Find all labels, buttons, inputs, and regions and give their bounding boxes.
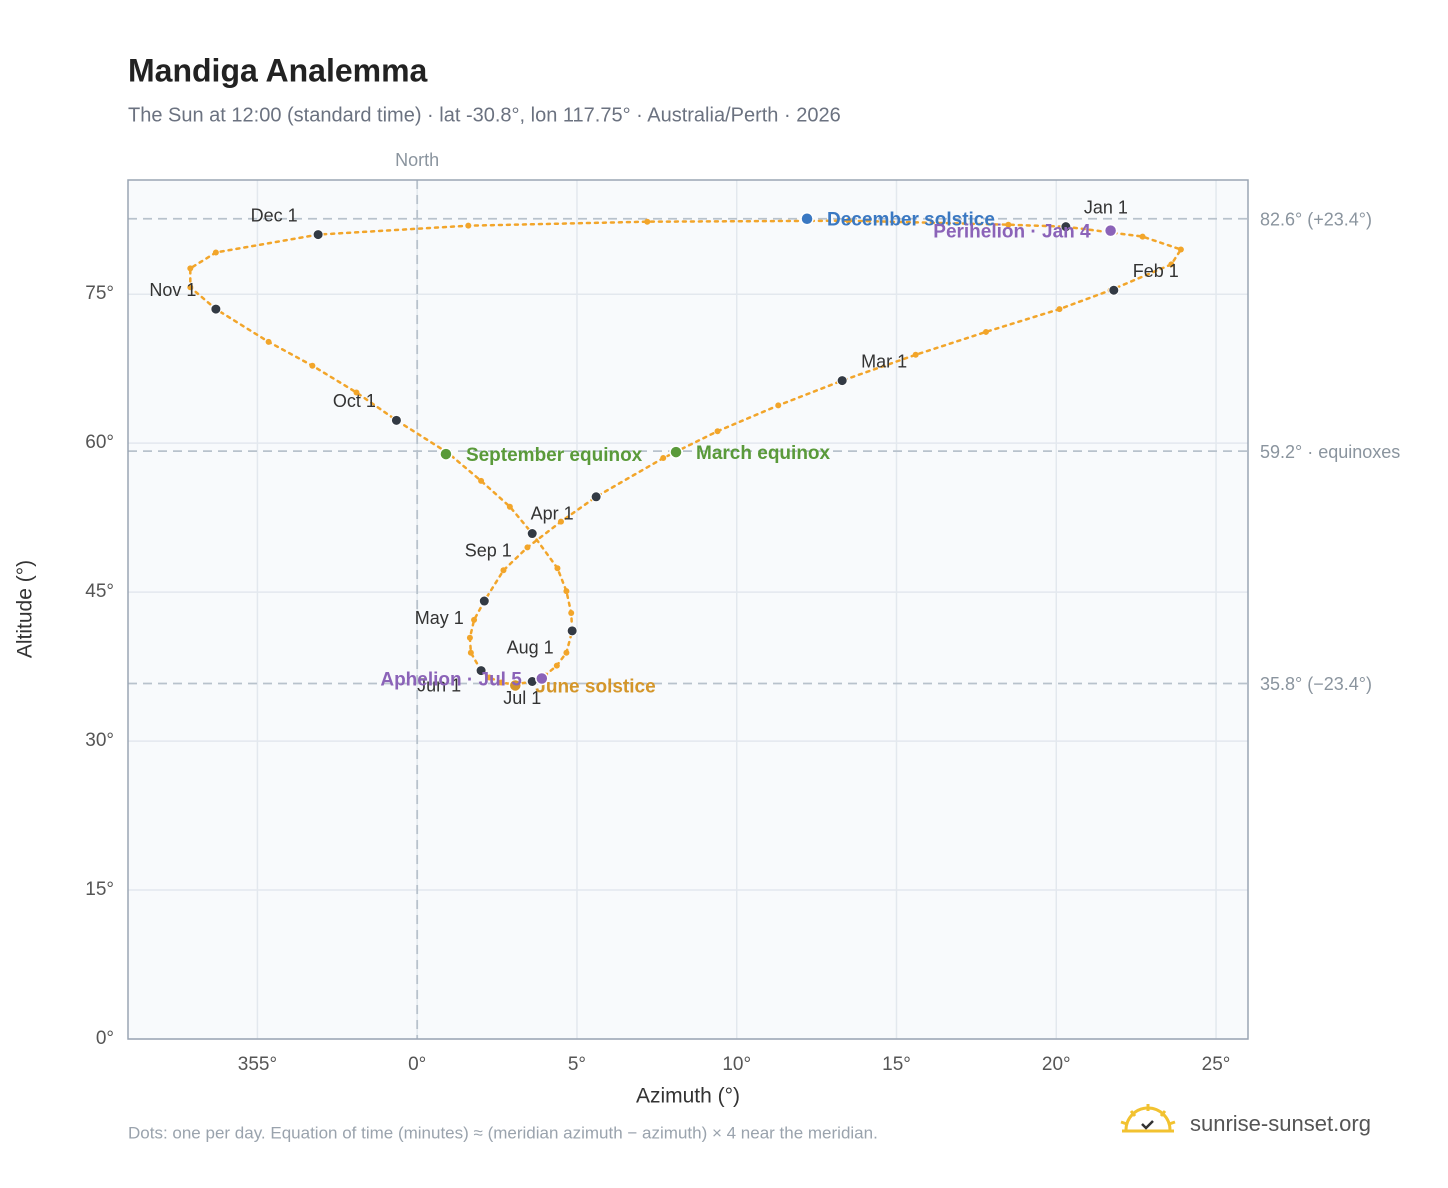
month-marker bbox=[526, 528, 538, 540]
month-marker bbox=[1060, 221, 1072, 233]
day-dot bbox=[466, 634, 473, 641]
event-marker bbox=[800, 211, 814, 226]
meridian-label: North bbox=[395, 150, 439, 170]
event-marker bbox=[535, 671, 549, 686]
day-dot bbox=[1139, 233, 1146, 240]
day-dot bbox=[1005, 221, 1012, 228]
chart-subtitle: The Sun at 12:00 (standard time) · lat -… bbox=[128, 104, 841, 126]
month-marker bbox=[836, 375, 848, 387]
x-tick-label: 25° bbox=[1202, 1054, 1231, 1075]
day-dot bbox=[982, 328, 989, 335]
month-label: Oct 1 bbox=[333, 391, 376, 411]
event-label: September equinox bbox=[466, 445, 643, 466]
month-label: May 1 bbox=[415, 608, 464, 628]
day-dot bbox=[557, 518, 564, 525]
day-dot bbox=[563, 588, 570, 595]
y-tick-label: 15° bbox=[85, 879, 114, 900]
month-label: Nov 1 bbox=[149, 280, 196, 300]
month-marker bbox=[210, 303, 222, 315]
y-tick-label: 0° bbox=[96, 1028, 114, 1049]
event-label: Perihelion · Jan 4 bbox=[933, 222, 1091, 243]
day-dot bbox=[1056, 306, 1063, 313]
x-tick-label: 20° bbox=[1042, 1054, 1071, 1075]
day-dot bbox=[775, 402, 782, 409]
event-marker bbox=[669, 445, 683, 459]
month-label: Apr 1 bbox=[531, 504, 574, 524]
y-tick-label: 60° bbox=[85, 432, 114, 453]
month-marker bbox=[478, 595, 490, 607]
y-axis-label: Altitude (°) bbox=[14, 560, 37, 658]
day-dot bbox=[486, 674, 493, 681]
day-dot bbox=[644, 218, 651, 225]
day-dot bbox=[506, 503, 513, 510]
brand-logo bbox=[1120, 1104, 1176, 1133]
plot-layer: Jan 1 Feb 1 Mar 1 Apr 1 May 1 Jun 1 Jul 1 Aug 1… bbox=[128, 180, 1248, 1040]
event-label: December solstice bbox=[827, 210, 995, 231]
reference-label: 59.2° · equinoxes bbox=[1260, 442, 1400, 462]
day-dot bbox=[353, 389, 360, 396]
x-tick-label: 15° bbox=[882, 1054, 911, 1075]
day-dot bbox=[265, 338, 272, 345]
footnote: Dots: one per day. Equation of time (min… bbox=[128, 1123, 878, 1142]
event-marker bbox=[1103, 223, 1118, 238]
day-dot bbox=[554, 565, 561, 572]
plot-area bbox=[128, 180, 1248, 1039]
day-dot bbox=[309, 362, 316, 369]
day-dot bbox=[212, 249, 219, 256]
day-dot bbox=[660, 455, 667, 462]
day-dot bbox=[498, 679, 505, 686]
brand-name: sunrise-sunset.org bbox=[1190, 1111, 1371, 1136]
day-dot bbox=[524, 544, 531, 551]
event-label: June solstice bbox=[535, 676, 655, 697]
day-dot bbox=[563, 649, 570, 656]
day-dot bbox=[467, 649, 474, 656]
event-marker bbox=[439, 447, 453, 461]
month-label: Jan 1 bbox=[1084, 197, 1128, 217]
x-tick-label: 0° bbox=[408, 1054, 426, 1075]
day-dot bbox=[465, 222, 472, 229]
y-tick-label: 75° bbox=[85, 283, 114, 304]
month-marker bbox=[312, 229, 324, 241]
month-label: Aug 1 bbox=[507, 638, 554, 658]
day-dot bbox=[714, 428, 721, 435]
event-marker bbox=[508, 678, 523, 693]
x-axis-label: Azimuth (°) bbox=[636, 1085, 740, 1108]
day-dot bbox=[478, 477, 485, 484]
day-dot bbox=[568, 609, 575, 616]
x-tick-label: 5° bbox=[568, 1054, 586, 1075]
day-dot bbox=[471, 616, 478, 623]
month-marker bbox=[1108, 284, 1120, 296]
month-marker bbox=[590, 491, 602, 503]
day-dot bbox=[553, 662, 560, 669]
day-dot bbox=[845, 217, 852, 224]
event-label: Aphelion · Jul 5 bbox=[380, 670, 522, 691]
chart-title: Mandiga Analemma bbox=[128, 52, 428, 88]
day-dot bbox=[187, 265, 194, 272]
month-label: Jul 1 bbox=[503, 688, 541, 708]
day-dot bbox=[187, 284, 194, 291]
day-dot bbox=[1177, 246, 1184, 253]
reference-label: 35.8° (−23.4°) bbox=[1260, 674, 1372, 694]
x-tick-label: 355° bbox=[238, 1054, 277, 1075]
y-tick-label: 45° bbox=[85, 581, 114, 602]
day-dot bbox=[500, 567, 507, 574]
reference-label: 82.6° (+23.4°) bbox=[1260, 209, 1372, 229]
plot-border bbox=[127, 179, 1249, 1040]
y-tick-label: 30° bbox=[85, 730, 114, 751]
month-label: Mar 1 bbox=[861, 351, 907, 371]
day-dot bbox=[1168, 261, 1175, 268]
month-label: Sep 1 bbox=[465, 540, 512, 560]
month-marker bbox=[475, 665, 487, 677]
month-label: Jun 1 bbox=[417, 675, 461, 695]
event-label: March equinox bbox=[696, 443, 831, 464]
x-tick-label: 10° bbox=[722, 1054, 751, 1075]
month-marker bbox=[390, 414, 402, 426]
month-label: Feb 1 bbox=[1133, 261, 1179, 281]
month-label: Dec 1 bbox=[251, 205, 298, 225]
month-marker bbox=[566, 625, 578, 637]
day-dot bbox=[912, 351, 919, 358]
